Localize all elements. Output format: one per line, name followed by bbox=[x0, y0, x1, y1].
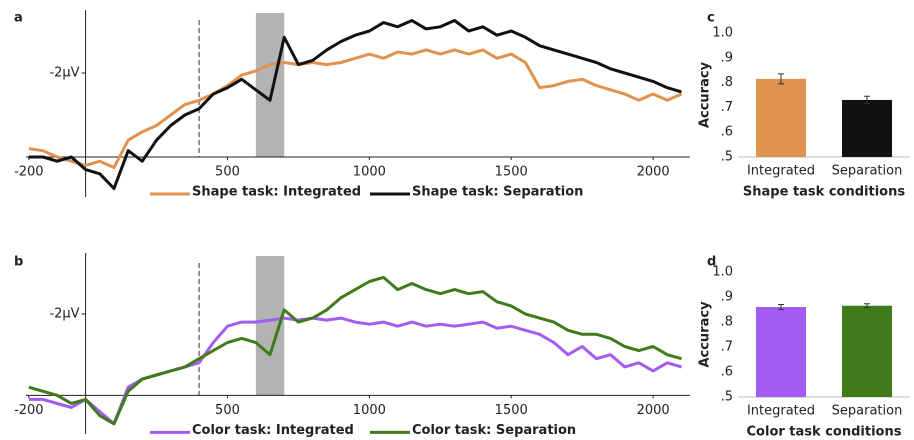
y-tick-label: .6 bbox=[721, 125, 733, 140]
x-tick-label: -200 bbox=[14, 403, 44, 418]
highlight-window bbox=[255, 13, 285, 157]
y-tick-label: .9 bbox=[721, 290, 733, 305]
panel-label: a bbox=[14, 11, 23, 26]
panel-label: b bbox=[14, 255, 23, 270]
x-tick-label: 500 bbox=[215, 165, 240, 180]
legend-label: Shape task: Integrated bbox=[192, 185, 361, 200]
x-tick-label: 1000 bbox=[353, 165, 386, 180]
y-axis-title: Accuracy bbox=[698, 61, 713, 128]
y-tick-label: .9 bbox=[721, 50, 733, 65]
erp-line bbox=[28, 275, 682, 426]
x-tick-label: -200 bbox=[14, 165, 44, 180]
error-bar bbox=[778, 73, 784, 85]
x-axis-title: Color task conditions bbox=[747, 425, 902, 440]
bar bbox=[756, 307, 806, 397]
y-tick-label: .6 bbox=[721, 365, 733, 380]
y-tick-label: .8 bbox=[721, 315, 733, 330]
y-tick-label: .7 bbox=[721, 340, 733, 355]
error-bar bbox=[778, 304, 784, 310]
bar bbox=[756, 78, 806, 157]
erp-line bbox=[28, 19, 682, 190]
bar bbox=[842, 99, 892, 157]
x-tick-label: 2000 bbox=[637, 403, 670, 418]
error-bar bbox=[864, 303, 870, 309]
legend-label: Color task: Separation bbox=[412, 423, 576, 438]
legend-label: Color task: Integrated bbox=[192, 423, 354, 438]
x-tick-label: 500 bbox=[215, 403, 240, 418]
y-tick-label: .8 bbox=[721, 75, 733, 90]
x-tick-label: 1500 bbox=[495, 403, 528, 418]
legend-label: Shape task: Separation bbox=[412, 185, 583, 200]
y-axis-title: Accuracy bbox=[698, 301, 713, 368]
x-tick-label: 2000 bbox=[637, 165, 670, 180]
x-tick-label: Separation bbox=[832, 404, 903, 419]
panel-label: d bbox=[707, 255, 716, 270]
error-bar bbox=[864, 95, 870, 105]
x-axis-title: Shape task conditions bbox=[743, 185, 905, 200]
erp-line bbox=[28, 48, 683, 169]
x-tick-label: Integrated bbox=[747, 404, 815, 419]
y-tick-label: .7 bbox=[721, 100, 733, 115]
y-tick-label: .5 bbox=[721, 390, 733, 405]
y-tick-label: 1.0 bbox=[712, 26, 733, 41]
y-tick-label: -2μV bbox=[49, 66, 79, 81]
x-tick-label: Separation bbox=[832, 164, 903, 179]
panel-label: c bbox=[707, 11, 715, 26]
bar bbox=[842, 305, 892, 397]
x-tick-label: 1000 bbox=[353, 403, 386, 418]
y-tick-label: .5 bbox=[721, 150, 733, 165]
y-tick-label: -2μV bbox=[49, 307, 79, 322]
y-tick-label: 1.0 bbox=[712, 265, 733, 280]
x-tick-label: Integrated bbox=[747, 164, 815, 179]
x-tick-label: 1500 bbox=[495, 165, 528, 180]
